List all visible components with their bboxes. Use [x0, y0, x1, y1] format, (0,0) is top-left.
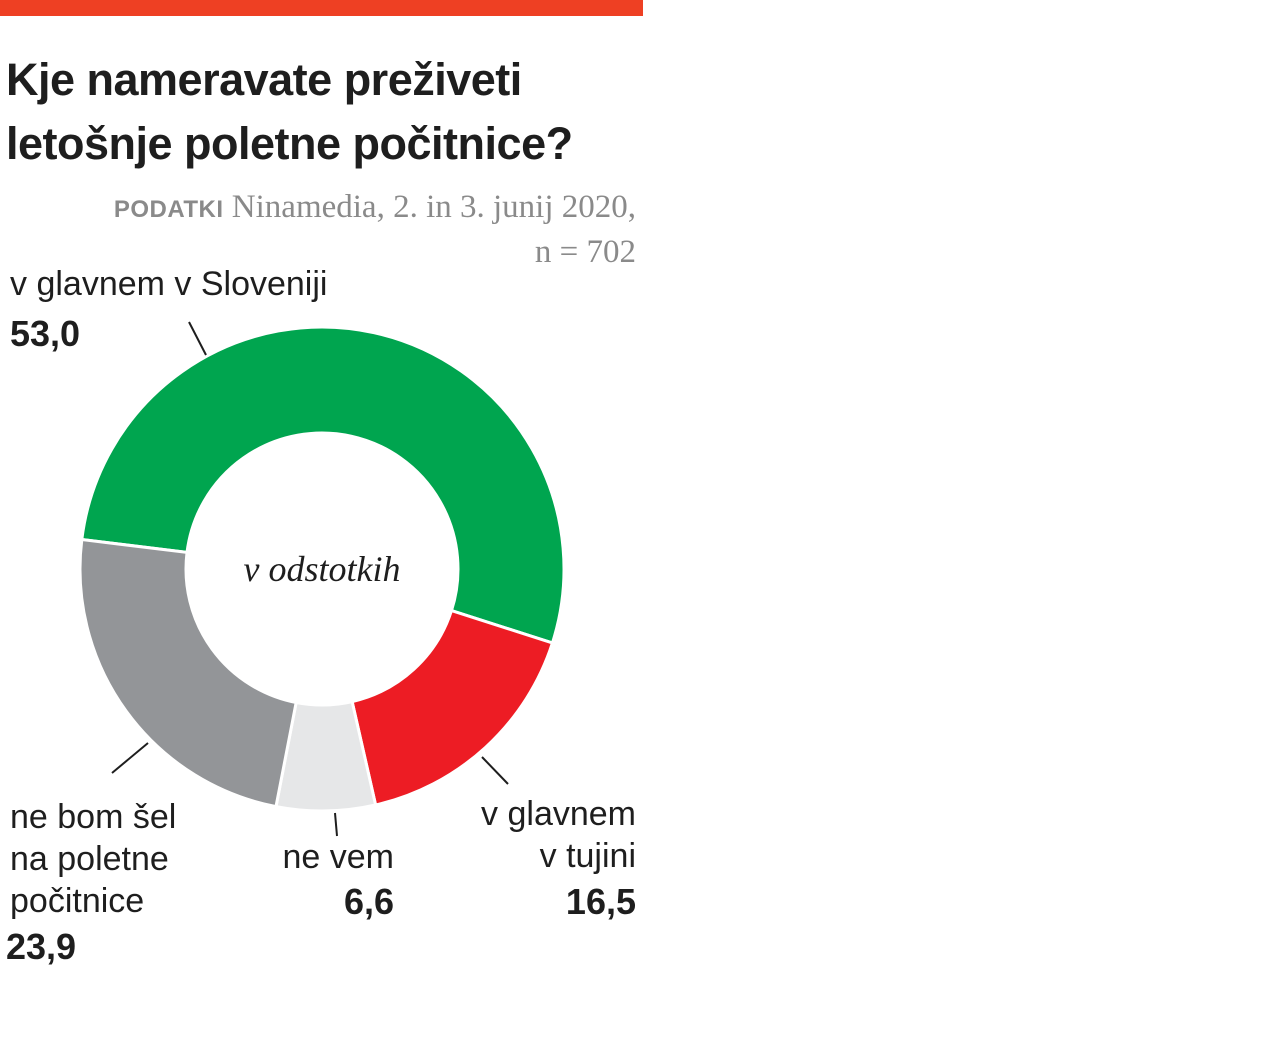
value-not-going: 23,9	[6, 926, 76, 967]
slice-not-going	[78, 537, 298, 809]
leader-line-dont-know	[334, 812, 338, 837]
source-line-2: n = 702	[534, 234, 636, 270]
slice-slovenia	[80, 325, 566, 645]
source-label: PODATKI	[113, 196, 224, 223]
label-abroad-line2: v tujini	[540, 837, 636, 875]
source-note: PODATKI Ninamedia, 2. in 3. junij 2020, …	[0, 186, 636, 273]
slice-abroad	[350, 608, 555, 807]
label-slovenia: v glavnem v Sloveniji	[10, 265, 327, 303]
slices-group	[78, 325, 566, 813]
accent-bar	[0, 0, 643, 16]
chart-title: Kje nameravate preživeti letošnje poletn…	[6, 54, 573, 169]
center-label: v odstotkih	[244, 549, 401, 589]
label-not-going-line3: počitnice	[10, 882, 144, 920]
value-abroad: 16,5	[566, 881, 636, 922]
leader-lines	[111, 321, 509, 837]
leader-line-abroad	[481, 756, 509, 785]
label-not-going-line2: na poletne	[10, 840, 169, 878]
label-not-going-line1: ne bom šel	[10, 798, 176, 836]
value-dont-know: 6,6	[344, 881, 394, 922]
leader-line-not-going	[111, 742, 149, 774]
source-line-1: PODATKI Ninamedia, 2. in 3. junij 2020,	[0, 186, 636, 231]
label-abroad-line1: v glavnem	[481, 795, 636, 833]
label-dont-know: ne vem	[283, 838, 395, 876]
value-slovenia: 53,0	[10, 313, 80, 354]
leader-line-slovenia	[188, 321, 207, 356]
source-text: Ninamedia, 2. in 3. junij 2020,	[231, 189, 636, 225]
